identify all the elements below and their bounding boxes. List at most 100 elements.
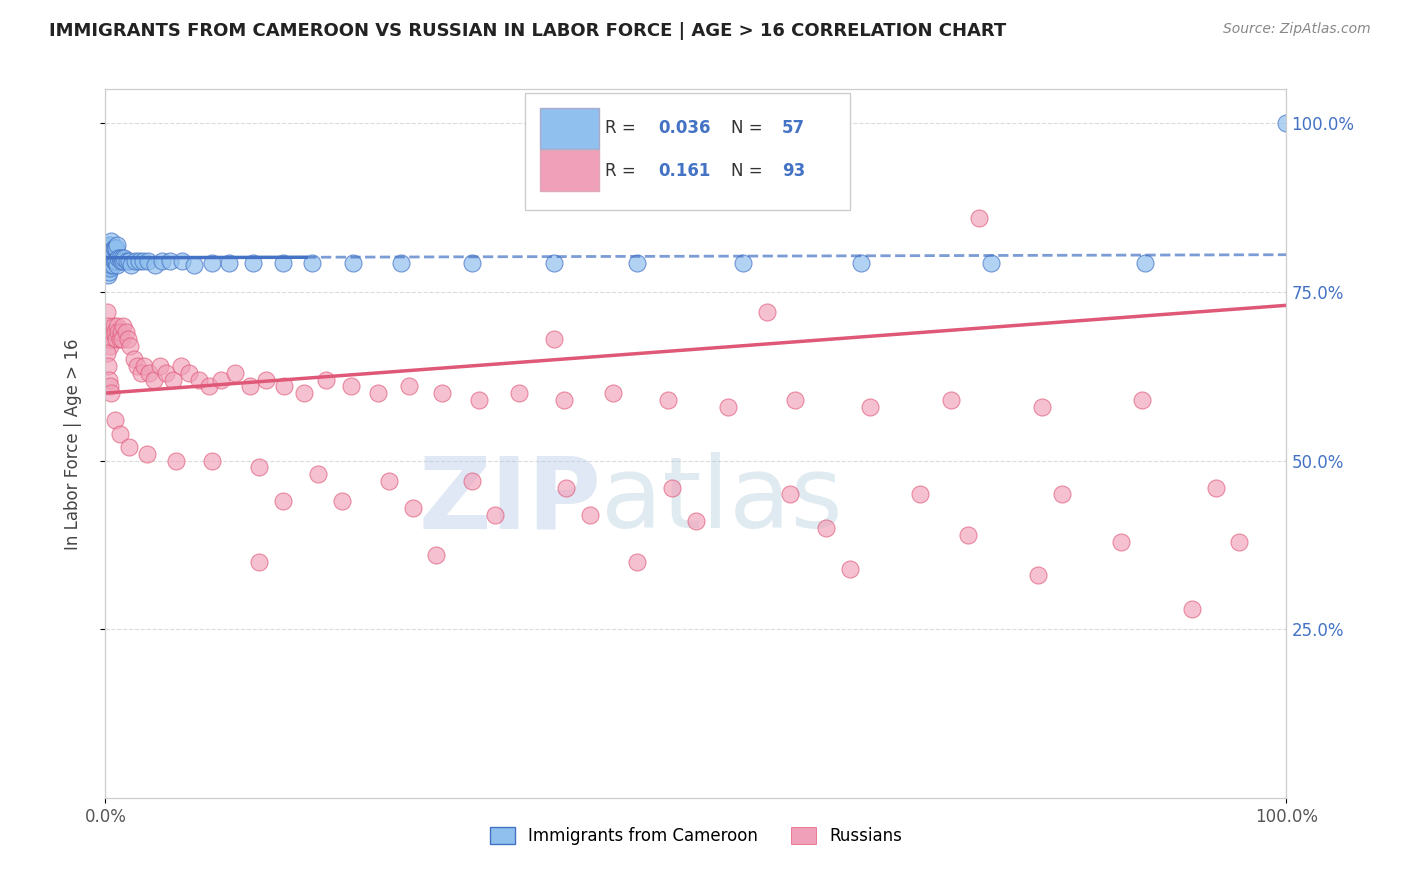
Point	[134, 359, 156, 373]
Point	[98, 247, 121, 262]
Point	[120, 258, 142, 272]
Point	[138, 366, 160, 380]
Point	[97, 244, 120, 259]
Point	[100, 332, 122, 346]
Point	[851, 256, 873, 270]
Point	[111, 332, 134, 346]
Point	[555, 481, 578, 495]
Point	[626, 256, 648, 270]
Point	[247, 555, 270, 569]
Point	[98, 261, 121, 276]
Text: N =: N =	[731, 120, 768, 137]
Point	[247, 460, 270, 475]
Point	[301, 256, 323, 270]
Point	[733, 256, 755, 270]
Point	[1028, 568, 1050, 582]
Point	[858, 400, 880, 414]
Point	[910, 487, 932, 501]
Point	[143, 258, 166, 272]
Point	[578, 508, 600, 522]
Point	[108, 426, 131, 441]
Point	[104, 413, 127, 427]
Point	[105, 318, 128, 333]
Point	[104, 241, 127, 255]
Point	[508, 386, 530, 401]
Point	[118, 254, 141, 268]
Point	[107, 251, 129, 265]
Point	[254, 373, 277, 387]
Point	[242, 256, 264, 270]
Text: R =: R =	[605, 161, 641, 180]
Point	[105, 332, 128, 346]
Text: ZIP: ZIP	[419, 452, 602, 549]
FancyBboxPatch shape	[540, 150, 599, 191]
Point	[100, 234, 122, 248]
Point	[430, 386, 453, 401]
Point	[117, 332, 139, 346]
Point	[110, 254, 132, 268]
Point	[661, 481, 683, 495]
Point	[315, 373, 337, 387]
FancyBboxPatch shape	[540, 108, 599, 149]
Point	[96, 251, 118, 265]
Point	[97, 359, 120, 373]
Point	[1132, 392, 1154, 407]
Point	[128, 254, 150, 268]
Y-axis label: In Labor Force | Age > 16: In Labor Force | Age > 16	[63, 338, 82, 549]
Point	[939, 392, 962, 407]
Point	[162, 373, 184, 387]
Point	[425, 548, 447, 562]
Text: R =: R =	[605, 120, 641, 137]
Point	[132, 254, 155, 268]
Point	[1109, 534, 1132, 549]
Point	[97, 254, 120, 268]
Point	[96, 261, 118, 276]
Point	[460, 474, 482, 488]
Point	[340, 379, 363, 393]
Point	[98, 237, 121, 252]
Point	[104, 254, 127, 268]
Point	[1275, 116, 1298, 130]
Point	[969, 211, 991, 225]
Point	[378, 474, 401, 488]
Point	[956, 528, 979, 542]
Point	[238, 379, 260, 393]
Point	[96, 305, 118, 319]
Point	[602, 386, 624, 401]
Point	[142, 373, 165, 387]
Point	[224, 366, 246, 380]
Point	[101, 244, 124, 259]
Text: IMMIGRANTS FROM CAMEROON VS RUSSIAN IN LABOR FORCE | AGE > 16 CORRELATION CHART: IMMIGRANTS FROM CAMEROON VS RUSSIAN IN L…	[49, 22, 1007, 40]
Point	[484, 508, 506, 522]
Point	[273, 379, 295, 393]
Point	[1031, 400, 1053, 414]
Point	[98, 264, 121, 278]
Point	[1181, 602, 1204, 616]
Point	[108, 251, 131, 265]
Point	[543, 256, 565, 270]
Point	[105, 254, 128, 268]
Point	[685, 515, 707, 529]
Point	[330, 494, 353, 508]
Point	[97, 268, 120, 282]
Point	[103, 254, 125, 268]
Point	[779, 487, 801, 501]
Point	[100, 258, 122, 272]
Point	[187, 373, 209, 387]
Point	[100, 386, 122, 401]
Point	[172, 254, 194, 268]
Point	[97, 318, 120, 333]
Point	[785, 392, 807, 407]
Point	[198, 379, 221, 393]
Point	[401, 500, 423, 515]
Point	[112, 254, 135, 268]
Point	[218, 256, 240, 270]
Point	[105, 241, 128, 255]
Point	[553, 392, 575, 407]
Point	[104, 326, 127, 340]
Text: 57: 57	[782, 120, 806, 137]
Point	[398, 379, 420, 393]
FancyBboxPatch shape	[524, 93, 849, 210]
Point	[626, 555, 648, 569]
Point	[814, 521, 837, 535]
